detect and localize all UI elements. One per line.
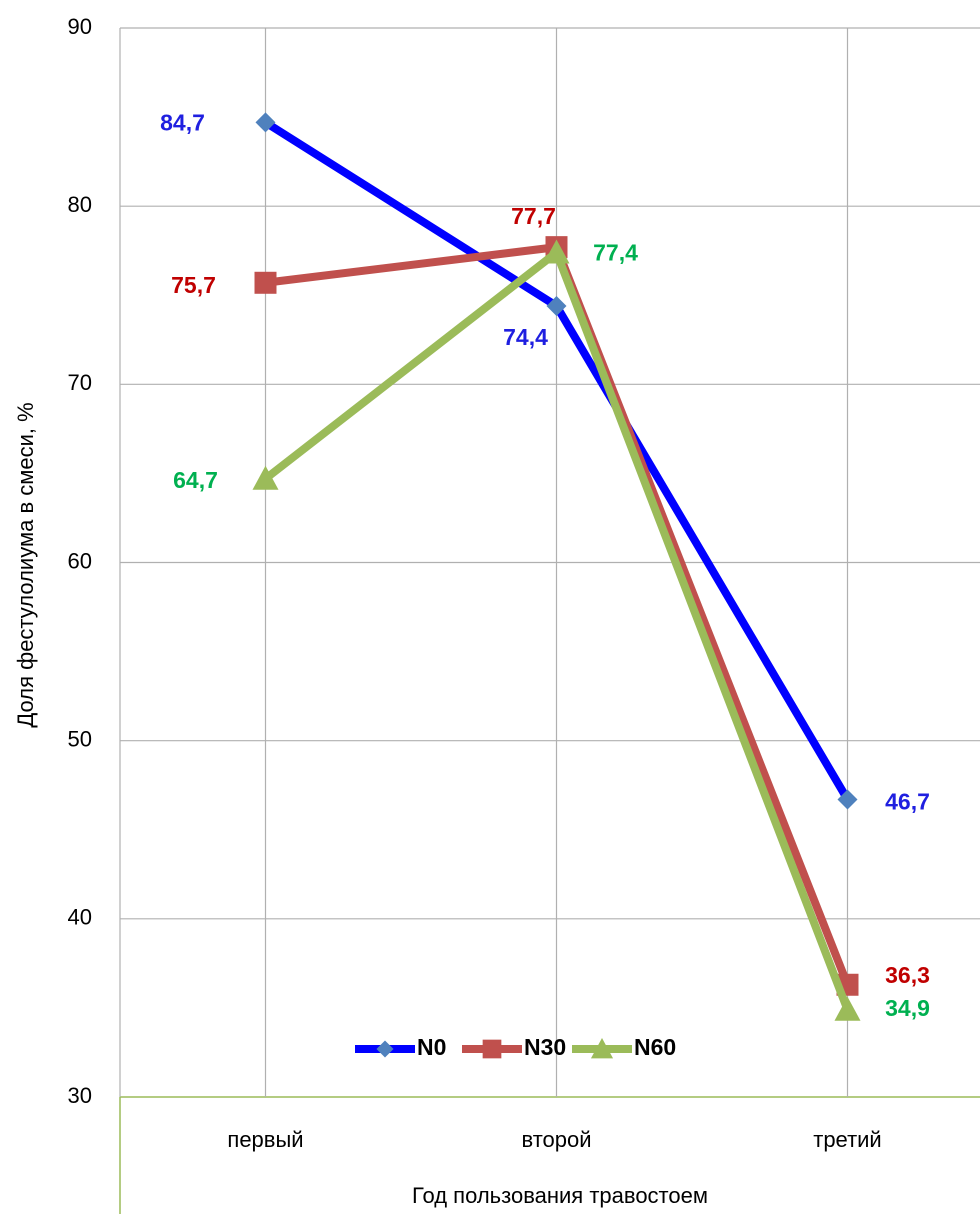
legend-label: N30 <box>524 1034 566 1060</box>
y-tick-label: 30 <box>68 1083 92 1108</box>
y-axis-title: Доля фестулолиума в смеси, % <box>13 402 38 727</box>
x-axis-title: Год пользования травостоем <box>412 1183 708 1208</box>
y-tick-label: 80 <box>68 192 92 217</box>
y-tick-label: 70 <box>68 370 92 395</box>
marker <box>543 239 570 264</box>
marker <box>837 789 858 810</box>
data-label: 74,4 <box>503 324 548 350</box>
x-tick-label: второй <box>521 1127 591 1152</box>
marker <box>252 465 279 490</box>
marker <box>376 1040 394 1058</box>
legend-label: N60 <box>634 1034 676 1060</box>
x-tick-label: третий <box>813 1127 881 1152</box>
legend-label: N0 <box>417 1034 446 1060</box>
data-label: 46,7 <box>885 789 930 815</box>
data-label: 34,9 <box>885 995 930 1021</box>
data-label: 36,3 <box>885 962 930 988</box>
marker <box>255 112 276 133</box>
y-tick-label: 40 <box>68 905 92 930</box>
data-label: 77,4 <box>593 240 638 266</box>
data-label: 84,7 <box>160 110 205 136</box>
x-tick-label: первый <box>227 1127 303 1152</box>
y-tick-label: 60 <box>68 548 92 573</box>
data-label: 64,7 <box>173 467 218 493</box>
y-tick-label: 50 <box>68 726 92 751</box>
data-label: 75,7 <box>171 272 216 298</box>
data-label: 77,7 <box>511 203 556 229</box>
marker <box>546 295 567 316</box>
marker <box>254 271 277 294</box>
y-tick-label: 90 <box>68 14 92 39</box>
marker <box>590 1037 614 1059</box>
marker <box>482 1039 502 1059</box>
marker <box>834 996 861 1021</box>
